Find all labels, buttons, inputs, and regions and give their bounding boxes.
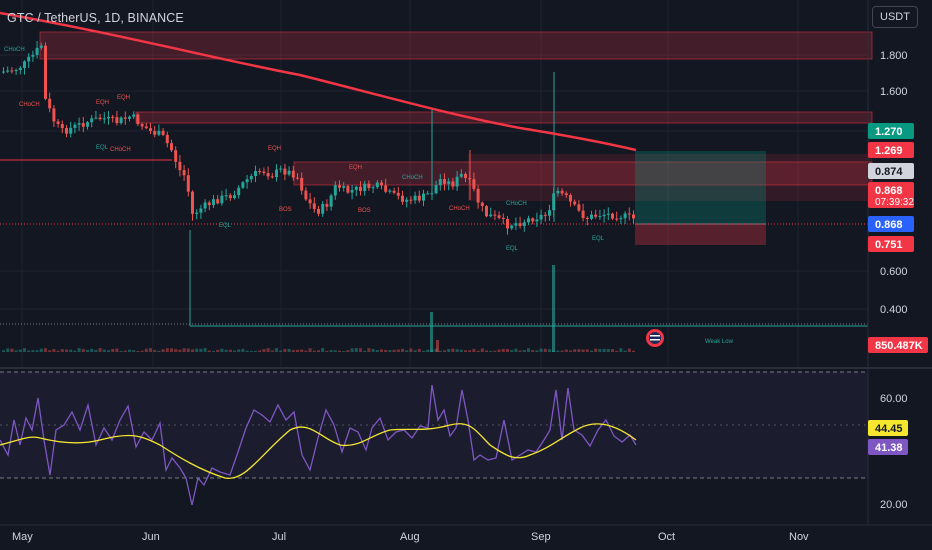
time-tick: Jun (142, 531, 160, 543)
annotation-label: EQH (96, 100, 109, 106)
price-label (868, 216, 914, 232)
annotation-label: EQL (96, 145, 109, 151)
price-label-text: 1.269 (875, 145, 903, 157)
annotation-label: BOS (358, 208, 371, 214)
price-label (868, 142, 914, 158)
candlesticks (2, 40, 635, 235)
price-label-text: 0.868 (875, 219, 903, 231)
rsi-tick: 20.00 (880, 499, 908, 511)
time-tick: Sep (531, 531, 551, 543)
price-label (868, 236, 914, 252)
annotation-label: EQL (506, 246, 519, 252)
annotation-label: EQH (349, 165, 362, 171)
zones (39, 31, 873, 201)
rsi-label-text: 44.45 (875, 423, 903, 435)
annotation-label: CHoCH (110, 147, 131, 153)
price-tick: 1.600 (880, 86, 908, 98)
rsi-line (0, 384, 637, 506)
countdown-text: 07:39:32 (875, 197, 914, 208)
reference-lines (0, 159, 868, 327)
rsi-axis[interactable]: 60.00 20.00 (880, 393, 908, 511)
annotation-label: EQH (268, 146, 281, 152)
time-tick: Aug (400, 531, 420, 543)
rsi-axis-labels: 44.45 41.38 (868, 420, 908, 455)
rsi-label (868, 439, 908, 455)
price-label-text: 0.751 (875, 239, 903, 251)
moving-average-line (0, 11, 637, 152)
price-tick: 1.800 (880, 50, 908, 62)
time-tick: Jul (272, 531, 286, 543)
price-label-text: 0.868 (875, 185, 903, 197)
price-tick: 0.600 (880, 266, 908, 278)
currency-button[interactable]: USDT (872, 6, 918, 28)
time-tick: May (12, 531, 33, 543)
time-tick: Nov (789, 531, 809, 543)
volume-bars (2, 265, 635, 352)
rsi-tick: 60.00 (880, 393, 908, 405)
annotation-label: EQL (219, 223, 232, 229)
rsi-label (868, 420, 908, 436)
time-tick: Oct (658, 531, 675, 543)
price-label-text: 1.270 (875, 126, 903, 138)
rsi-ma-line (0, 423, 637, 479)
annotation-label: EQL (592, 236, 605, 242)
flag-icon[interactable] (646, 329, 664, 347)
price-tick: 0.400 (880, 304, 908, 316)
annotation-label: CHoCH (19, 102, 40, 108)
annotation-label: Weak Low (705, 339, 734, 345)
annotation-label: BOS (279, 207, 292, 213)
annotation-label: EQH (117, 95, 130, 101)
price-label-text: 0.874 (875, 166, 903, 178)
annotation-label: CHoCH (506, 201, 527, 207)
annotation-label: CHoCH (449, 206, 470, 212)
price-label (868, 163, 914, 179)
rsi-label-text: 41.38 (875, 442, 903, 454)
price-label-text: 850.487K (875, 340, 923, 352)
long-position-tool[interactable] (635, 151, 766, 245)
annotation-label: CHoCH (402, 175, 423, 181)
price-label (868, 337, 928, 353)
time-axis[interactable]: May Jun Jul Aug Sep Oct Nov (12, 531, 809, 543)
price-label (868, 123, 914, 139)
symbol-title[interactable]: GTC / TetherUS, 1D, BINANCE (7, 11, 184, 25)
rsi-pane (0, 369, 868, 524)
price-axis-labels: 1.2701.2690.8740.86807:39:320.8680.75185… (868, 123, 928, 353)
annotation-label: CHoCH (4, 47, 25, 53)
price-label (868, 182, 914, 208)
